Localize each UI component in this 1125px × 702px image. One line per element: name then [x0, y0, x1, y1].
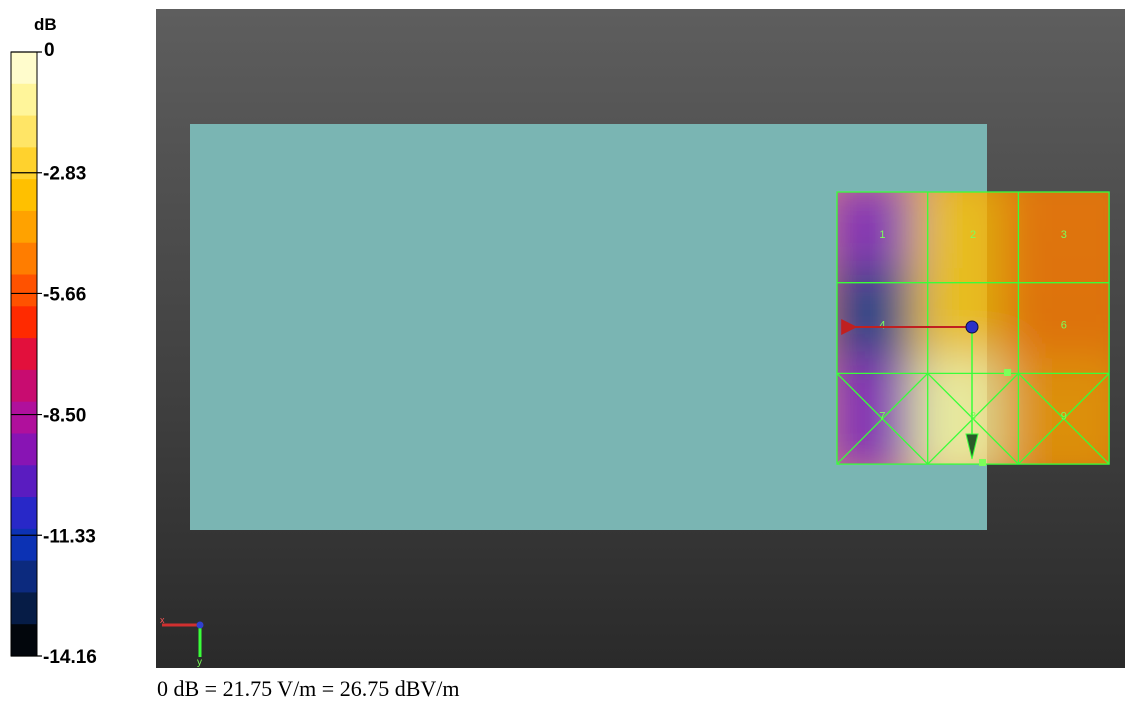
colorbar-band	[11, 433, 37, 466]
grid-diagonal	[1017, 372, 1110, 465]
grid-handle	[1004, 369, 1011, 376]
colorbar-band	[11, 497, 37, 530]
colorbar-band	[11, 83, 37, 117]
colorbar-band	[11, 624, 37, 657]
reference-caption: 0 dB = 21.75 V/m = 26.75 dBV/m	[157, 676, 460, 701]
colorbar-tick-label: -11.33	[43, 526, 96, 547]
grid-handle	[979, 459, 986, 466]
colorbar-band	[11, 210, 37, 244]
colorbar: dB 0 -2.83 -5.66 -8.50 -11.33 -14.16	[10, 15, 97, 668]
triad-y-label: y	[197, 657, 202, 668]
colorbar-band	[11, 274, 37, 307]
probe-y-arrowhead	[965, 433, 979, 460]
cell-label: 7	[879, 410, 885, 422]
colorbar-band	[11, 179, 37, 212]
colorbar-band	[11, 528, 37, 562]
colorbar-band	[11, 52, 37, 85]
probe-vectors	[841, 319, 1011, 466]
scan-area	[837, 192, 1109, 464]
colorbar-band	[11, 369, 37, 403]
colorbar-tick-label: -2.83	[43, 164, 86, 185]
grid-diagonal	[836, 372, 929, 465]
colorbar-bands	[11, 52, 37, 657]
heat-layer	[837, 192, 1109, 464]
triad-origin	[196, 621, 204, 629]
colorbar-band	[11, 401, 37, 434]
colorbar-band	[11, 560, 37, 593]
colorbar-band	[11, 242, 37, 276]
colorbar-tick-label: -14.16	[43, 647, 97, 668]
cell-label: 1	[879, 229, 885, 241]
colorbar-tick-label: 0	[44, 40, 55, 61]
colorbar-unit: dB	[34, 15, 57, 34]
colorbar-band	[11, 338, 37, 371]
cell-label: 4	[879, 320, 885, 332]
axes-triad: x y	[160, 615, 204, 668]
cell-label: 8	[970, 410, 976, 422]
colorbar-band	[11, 465, 37, 498]
cell-label: 6	[1061, 320, 1067, 332]
cell-label: 3	[1061, 229, 1067, 241]
colorbar-band	[11, 115, 37, 148]
scan-grid	[836, 191, 1110, 465]
triad-x-label: x	[160, 615, 165, 625]
grid-diagonal	[927, 372, 1019, 465]
colorbar-band	[11, 147, 37, 180]
probe-origin	[965, 320, 979, 334]
grid-border	[836, 191, 1110, 465]
colorbar-band	[11, 306, 37, 339]
field-plot-viewport: 123456789 x y	[156, 9, 1125, 668]
cell-label: 9	[1061, 410, 1067, 422]
colorbar-band	[11, 592, 37, 625]
cell-label: 2	[970, 229, 976, 241]
colorbar-tick-label: -5.66	[43, 284, 86, 305]
colorbar-tick-label: -8.50	[43, 406, 86, 427]
colorbar-ticks: 0 -2.83 -5.66 -8.50 -11.33 -14.16	[11, 40, 97, 668]
